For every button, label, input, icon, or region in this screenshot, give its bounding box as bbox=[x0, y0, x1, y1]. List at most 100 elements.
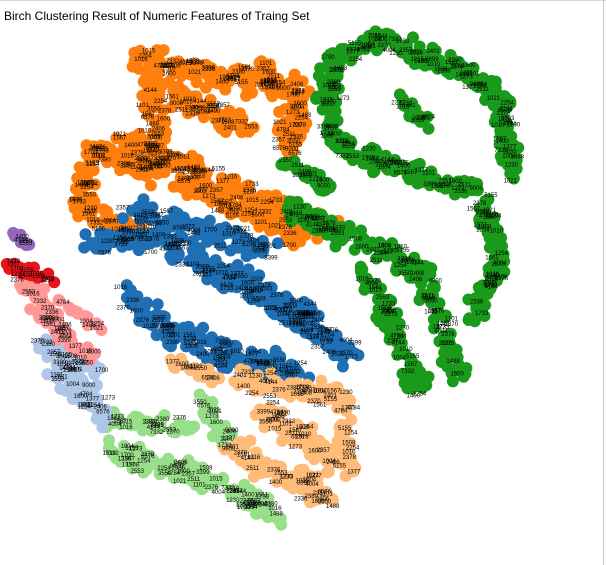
point-id-label: 7332 bbox=[311, 216, 325, 222]
point-id-label: 1010 bbox=[399, 347, 413, 353]
cluster-point bbox=[272, 85, 285, 98]
point-id-label: 1377 bbox=[216, 179, 230, 185]
point-id-label: 1600 bbox=[462, 63, 476, 69]
point-id-label: 1567 bbox=[113, 136, 127, 142]
point-id-label: 2376 bbox=[383, 308, 397, 314]
cluster-point bbox=[207, 65, 220, 78]
point-id-label: 4144 bbox=[374, 34, 388, 40]
point-id-label: 1230 bbox=[339, 390, 353, 396]
cluster-point bbox=[294, 99, 307, 112]
point-id-label: 1400 bbox=[241, 493, 255, 499]
point-id-label: 2553 bbox=[141, 210, 155, 216]
cluster-point bbox=[126, 60, 139, 73]
point-id-label: 1016 bbox=[86, 217, 100, 223]
point-id-label: 3550 bbox=[157, 164, 171, 170]
point-id-label: 1508 bbox=[252, 297, 266, 303]
point-id-label: 2378 bbox=[130, 150, 144, 156]
cluster-point bbox=[157, 44, 170, 57]
point-id-label: 3399 bbox=[484, 282, 498, 288]
cluster-point bbox=[315, 374, 328, 387]
point-id-label: 1508 bbox=[342, 441, 356, 447]
point-id-label: 1101 bbox=[254, 220, 268, 226]
point-id-label: 1508 bbox=[64, 354, 78, 360]
cluster-point bbox=[141, 89, 154, 102]
point-id-label: 2336 bbox=[470, 300, 484, 306]
point-id-label: 3550 bbox=[83, 193, 97, 199]
point-id-label: 2370 bbox=[307, 399, 321, 405]
point-id-label: 3399 bbox=[348, 341, 362, 347]
point-id-label: 7332 bbox=[166, 59, 180, 65]
cluster-point bbox=[281, 139, 294, 152]
cluster-point bbox=[286, 129, 299, 142]
point-id-label: 2254 bbox=[476, 227, 490, 233]
point-id-label: 1508 bbox=[32, 274, 46, 280]
point-id-label: 4784 bbox=[154, 64, 168, 70]
point-id-label: 2511 bbox=[291, 163, 305, 169]
point-id-label: 1010 bbox=[342, 450, 356, 456]
point-id-label: 1488 bbox=[270, 512, 284, 518]
point-id-label: 1273 bbox=[160, 324, 174, 330]
point-id-label: 1021 bbox=[331, 352, 345, 358]
point-id-label: 1004 bbox=[393, 355, 407, 361]
point-id-label: 5155 bbox=[348, 41, 362, 47]
point-id-label: 4784 bbox=[320, 337, 334, 343]
point-id-label: 2378 bbox=[158, 108, 172, 114]
point-id-label: 1400 bbox=[378, 243, 392, 249]
point-id-label: 2378 bbox=[258, 283, 272, 289]
point-id-label: 3550 bbox=[451, 64, 465, 70]
cluster-point bbox=[237, 65, 249, 78]
point-id-label: 5155 bbox=[484, 193, 498, 199]
point-id-label: 2511 bbox=[151, 318, 165, 324]
point-id-label: 1733 bbox=[245, 182, 259, 188]
point-id-label: 2376 bbox=[10, 277, 24, 283]
point-id-label: 4784 bbox=[173, 226, 187, 232]
point-id-label: 2376 bbox=[243, 188, 257, 194]
point-id-label: 1700 bbox=[95, 368, 109, 374]
point-id-label: 1004 bbox=[303, 477, 317, 483]
point-id-label: 1567 bbox=[80, 180, 94, 186]
cluster-point bbox=[296, 75, 309, 88]
point-id-label: 2254 bbox=[217, 264, 231, 270]
point-id-label: 2401 bbox=[426, 49, 440, 55]
point-id-label: 1004 bbox=[502, 154, 516, 160]
point-id-label: 7332 bbox=[33, 299, 47, 305]
point-id-label: 1010 bbox=[222, 232, 236, 238]
point-id-label: 2370 bbox=[377, 43, 391, 49]
point-id-label: 1700 bbox=[507, 123, 521, 129]
point-id-label: 1021 bbox=[424, 309, 438, 315]
point-id-label: 1273 bbox=[289, 445, 303, 451]
point-id-label: 2553 bbox=[346, 154, 360, 160]
point-id-label: 5155 bbox=[125, 446, 139, 452]
point-id-label: 4144 bbox=[410, 260, 424, 266]
point-id-label: 1561 bbox=[238, 65, 252, 71]
point-id-label: 2357 bbox=[216, 103, 230, 109]
point-id-label: 1600 bbox=[130, 308, 144, 314]
point-id-label: 2254 bbox=[148, 221, 162, 227]
point-id-label: 1488 bbox=[146, 121, 160, 127]
point-id-label: 2401 bbox=[233, 373, 247, 379]
point-id-labels: 1015339923362357900012732511160011016576… bbox=[7, 33, 525, 517]
point-id-label: 2254 bbox=[260, 200, 274, 206]
point-id-label: 4144 bbox=[304, 302, 318, 308]
point-id-label: 1021 bbox=[504, 179, 518, 185]
point-id-label: 3550 bbox=[51, 377, 65, 383]
point-id-label: 2380 bbox=[369, 160, 383, 166]
cluster-point bbox=[142, 109, 155, 122]
point-id-label: 2357 bbox=[116, 206, 130, 212]
point-id-label: 1101 bbox=[187, 262, 201, 268]
point-id-label: 1508 bbox=[349, 236, 363, 242]
point-id-label: 1488 bbox=[173, 461, 187, 467]
cluster-point bbox=[198, 101, 211, 114]
cluster-point bbox=[191, 62, 204, 75]
point-id-label: 2376 bbox=[270, 293, 284, 299]
point-id-label: 1273 bbox=[345, 354, 359, 360]
point-id-label: 2336 bbox=[45, 310, 59, 316]
point-id-label: 1254 bbox=[263, 371, 277, 377]
point-id-label: 2370 bbox=[166, 429, 180, 435]
point-id-label: 3399 bbox=[196, 470, 210, 476]
point-id-label: 2357 bbox=[229, 489, 243, 495]
point-id-label: 1567 bbox=[142, 112, 156, 118]
cluster-point bbox=[69, 182, 82, 195]
cluster-point bbox=[246, 86, 258, 99]
point-id-label: 1600 bbox=[40, 319, 54, 325]
